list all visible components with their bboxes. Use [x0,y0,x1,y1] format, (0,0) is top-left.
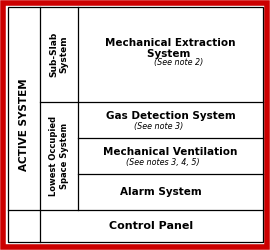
Text: (See note 2): (See note 2) [154,58,203,67]
Text: Control Panel: Control Panel [109,221,194,231]
Text: Sub-Slab
System: Sub-Slab System [49,32,69,77]
Text: (See notes 3, 4, 5): (See notes 3, 4, 5) [126,158,199,168]
Text: Alarm System: Alarm System [120,187,201,197]
Text: (See note 3): (See note 3) [134,122,183,132]
Text: Gas Detection System: Gas Detection System [106,111,235,121]
Text: Mechanical Ventilation: Mechanical Ventilation [103,147,238,157]
Text: Lowest Occupied
Space System: Lowest Occupied Space System [49,116,69,196]
Text: ACTIVE SYSTEM: ACTIVE SYSTEM [19,78,29,171]
Text: Mechanical Extraction
System: Mechanical Extraction System [105,38,236,59]
